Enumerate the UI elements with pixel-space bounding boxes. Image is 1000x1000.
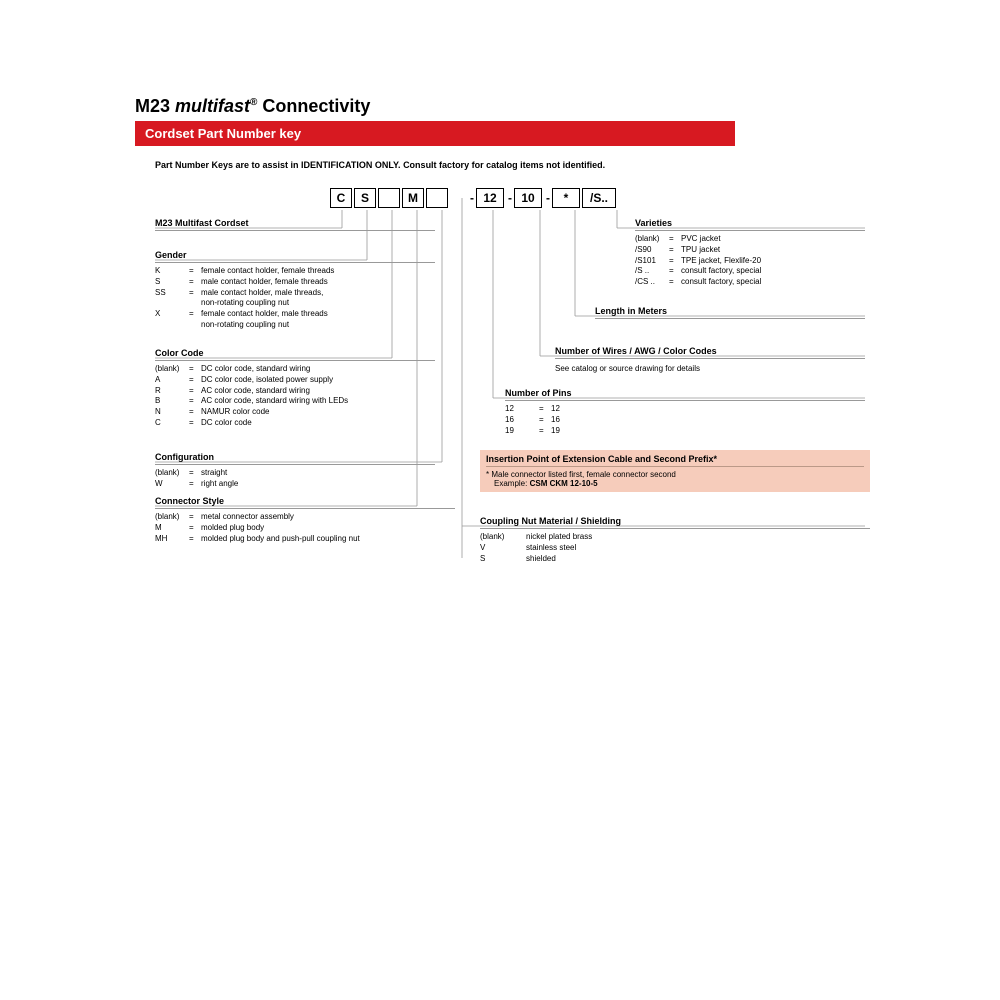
table-row: N=NAMUR color code [155, 407, 352, 418]
separator: - [546, 188, 550, 208]
part-box: C [330, 188, 352, 208]
section-header: Number of Pins [505, 388, 865, 401]
title-italic: multifast [175, 96, 250, 116]
section-header: Configuration [155, 452, 435, 465]
table-row: B=AC color code, standard wiring with LE… [155, 396, 352, 407]
section-configuration: Configuration (blank)=straightW=right an… [155, 452, 435, 490]
section-wires: Number of Wires / AWG / Color Codes See … [555, 346, 865, 373]
table-row: (blank)=PVC jacket [635, 234, 765, 245]
section-header: Connector Style [155, 496, 455, 509]
table-row: /S101=TPE jacket, Flexlife-20 [635, 256, 765, 267]
table-row: (blank)nickel plated brass [480, 532, 596, 543]
insertion-header: Insertion Point of Extension Cable and S… [486, 454, 864, 467]
part-box: 10 [514, 188, 542, 208]
section-cordset: M23 Multifast Cordset [155, 218, 435, 234]
part-box [378, 188, 400, 208]
table-row: S=male contact holder, female threads [155, 277, 338, 288]
table-row: 12=12 [505, 404, 564, 415]
title-suffix: Connectivity [257, 96, 370, 116]
section-header: Number of Wires / AWG / Color Codes [555, 346, 865, 359]
table-row: W=right angle [155, 479, 242, 490]
table-row: C=DC color code [155, 418, 352, 429]
table-row: MH=molded plug body and push-pull coupli… [155, 534, 364, 545]
separator: - [470, 188, 474, 208]
section-connector-style: Connector Style (blank)=metal connector … [155, 496, 455, 544]
section-header: Varieties [635, 218, 865, 231]
table-row: 19=19 [505, 426, 564, 437]
insertion-line1: * Male connector listed first, female co… [486, 470, 864, 479]
page-title: M23 multifast® Connectivity [135, 96, 875, 117]
part-box: * [552, 188, 580, 208]
table-row: R=AC color code, standard wiring [155, 386, 352, 397]
section-insertion: Insertion Point of Extension Cable and S… [480, 450, 870, 492]
title-prefix: M23 [135, 96, 175, 116]
section-header: M23 Multifast Cordset [155, 218, 435, 231]
table-row: Vstainless steel [480, 543, 596, 554]
section-pins: Number of Pins 12=1216=1619=19 [505, 388, 865, 436]
section-header: Color Code [155, 348, 435, 361]
section-header: Gender [155, 250, 435, 263]
part-box [426, 188, 448, 208]
part-box: M [402, 188, 424, 208]
section-bar: Cordset Part Number key [135, 121, 735, 146]
table-row: /S ..=consult factory, special [635, 266, 765, 277]
identification-note: Part Number Keys are to assist in IDENTI… [155, 160, 875, 170]
table-row: Sshielded [480, 554, 596, 565]
section-color-code: Color Code (blank)=DC color code, standa… [155, 348, 435, 429]
section-coupling: Coupling Nut Material / Shielding (blank… [480, 516, 870, 564]
part-box: 12 [476, 188, 504, 208]
table-row: /CS ..=consult factory, special [635, 277, 765, 288]
table-row: 16=16 [505, 415, 564, 426]
insertion-line2: Example: CSM CKM 12-10-5 [486, 479, 864, 488]
separator: - [508, 188, 512, 208]
section-note: See catalog or source drawing for detail… [555, 362, 865, 373]
section-header: Coupling Nut Material / Shielding [480, 516, 870, 529]
part-box: S [354, 188, 376, 208]
part-number-boxes: CSM-12-10-*/S.. [330, 188, 618, 208]
table-row: (blank)=DC color code, standard wiring [155, 364, 352, 375]
table-row: /S90=TPU jacket [635, 245, 765, 256]
table-row: A=DC color code, isolated power supply [155, 375, 352, 386]
table-row: K=female contact holder, female threads [155, 266, 338, 277]
table-row: (blank)=straight [155, 468, 242, 479]
table-row: M=molded plug body [155, 523, 364, 534]
section-gender: Gender K=female contact holder, female t… [155, 250, 435, 331]
table-row: X=female contact holder, male threads no… [155, 309, 338, 331]
part-box: /S.. [582, 188, 616, 208]
table-row: (blank)=metal connector assembly [155, 512, 364, 523]
section-header: Length in Meters [595, 306, 865, 319]
part-number-diagram: CSM-12-10-*/S.. M23 Multifast Cord [135, 188, 875, 668]
table-row: SS=male contact holder, male threads, no… [155, 288, 338, 310]
section-length: Length in Meters [595, 306, 865, 322]
section-varieties: Varieties (blank)=PVC jacket/S90=TPU jac… [635, 218, 865, 288]
